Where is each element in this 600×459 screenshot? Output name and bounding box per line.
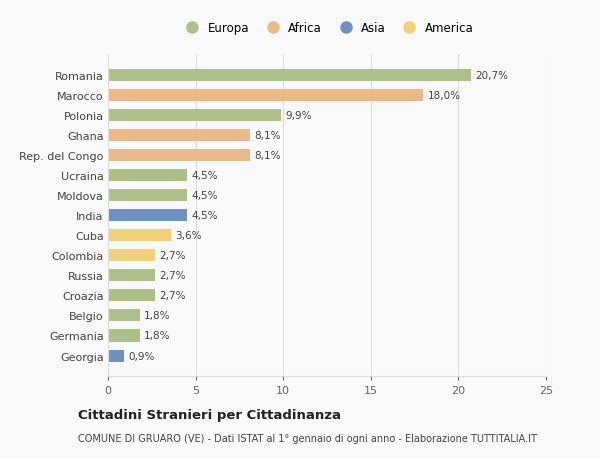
Bar [108,350,124,362]
Bar [108,130,250,142]
Bar [108,310,140,322]
Text: 1,8%: 1,8% [144,311,170,321]
Bar [108,170,187,182]
Bar [108,110,281,122]
Text: 1,8%: 1,8% [144,331,170,341]
Text: 18,0%: 18,0% [428,91,461,101]
Text: 4,5%: 4,5% [191,211,218,221]
Text: 4,5%: 4,5% [191,171,218,181]
Text: 8,1%: 8,1% [254,151,281,161]
Text: 2,7%: 2,7% [160,251,186,261]
Bar [108,290,155,302]
Text: 2,7%: 2,7% [160,291,186,301]
Bar [108,330,140,342]
Text: 8,1%: 8,1% [254,131,281,141]
Bar [108,190,187,202]
Bar [108,210,187,222]
Bar [108,270,155,282]
Bar [108,90,424,102]
Text: 4,5%: 4,5% [191,191,218,201]
Bar [108,150,250,162]
Text: Cittadini Stranieri per Cittadinanza: Cittadini Stranieri per Cittadinanza [78,408,341,421]
Text: 0,9%: 0,9% [128,351,155,361]
Bar [108,230,171,242]
Text: 9,9%: 9,9% [286,111,313,121]
Text: 20,7%: 20,7% [475,71,508,81]
Legend: Europa, Africa, Asia, America: Europa, Africa, Asia, America [181,22,473,35]
Bar [108,250,155,262]
Text: 3,6%: 3,6% [175,231,202,241]
Bar [108,70,470,82]
Text: 2,7%: 2,7% [160,271,186,281]
Text: COMUNE DI GRUARO (VE) - Dati ISTAT al 1° gennaio di ogni anno - Elaborazione TUT: COMUNE DI GRUARO (VE) - Dati ISTAT al 1°… [78,433,537,442]
